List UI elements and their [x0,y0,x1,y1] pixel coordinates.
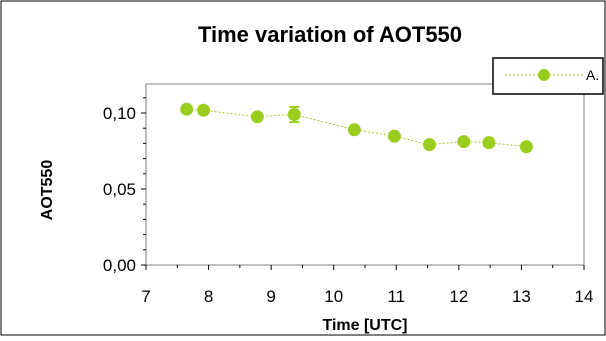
y-axis-ticks: 0,00 0,05 0,10 [103,97,146,275]
x-tick-label: 14 [575,287,594,306]
series-line [186,108,527,148]
series-layer [180,102,533,154]
legend: A. [492,57,604,95]
data-point [287,108,301,122]
data-point [482,136,496,150]
y-tick-label: 0,10 [103,104,136,123]
data-point [347,123,361,137]
x-tick-label: 7 [141,287,150,306]
x-tick-label: 11 [387,287,405,306]
data-point [422,138,436,152]
x-axis-label: Time [UTC] [322,317,407,334]
y-tick-label: 0,05 [103,180,136,199]
data-point [387,129,401,143]
chart-title: Time variation of AOT550 [198,22,462,47]
y-axis-label: AOT550 [39,160,56,221]
x-tick-label: 12 [449,287,468,306]
x-tick-label: 10 [324,287,343,306]
data-point [250,110,264,124]
x-tick-label: 13 [512,287,531,306]
y-tick-label: 0,00 [103,256,136,275]
data-point [180,102,194,116]
data-point [519,140,533,154]
data-point [457,135,471,149]
legend-label: A. [586,67,599,83]
legend-marker [538,69,550,81]
x-tick-label: 8 [204,287,213,306]
x-axis-ticks: 7 8 9 10 11 12 13 14 [141,265,593,306]
plot-area [145,83,585,266]
x-tick-label: 9 [266,287,275,306]
data-point [197,103,211,117]
